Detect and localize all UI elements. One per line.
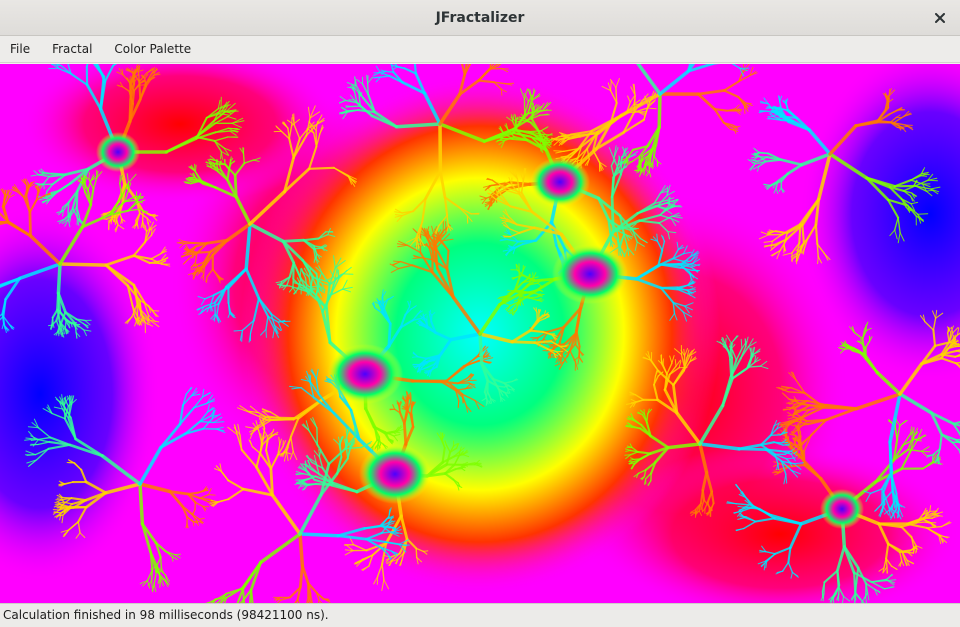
title-bar[interactable]: JFractalizer bbox=[0, 0, 960, 36]
fractal-filaments bbox=[0, 64, 960, 603]
fractal-nodes bbox=[96, 132, 864, 529]
close-icon bbox=[935, 13, 945, 23]
close-button[interactable] bbox=[928, 6, 952, 30]
menu-file[interactable]: File bbox=[10, 42, 31, 56]
menu-bar: File Fractal Color Palette bbox=[0, 36, 960, 63]
window-title: JFractalizer bbox=[435, 10, 525, 26]
fractal-canvas[interactable] bbox=[0, 64, 960, 603]
fractal-image bbox=[0, 64, 960, 603]
menu-fractal[interactable]: Fractal bbox=[52, 42, 93, 56]
menu-color-palette[interactable]: Color Palette bbox=[114, 42, 192, 56]
status-bar: Calculation finished in 98 milliseconds … bbox=[0, 603, 960, 627]
